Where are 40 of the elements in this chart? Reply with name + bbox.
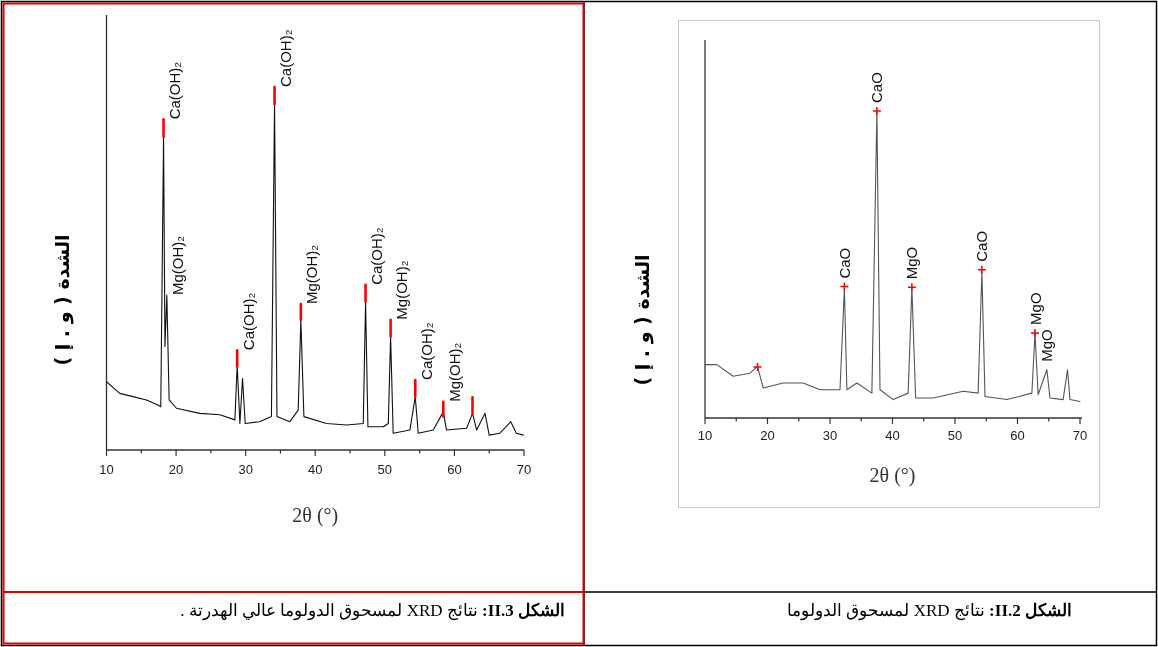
x-tick-label: 50 (947, 428, 963, 443)
point (907, 282, 917, 292)
annotation: Mg(OH)₂ (169, 235, 187, 295)
annotation: Ca(OH)₂ (166, 61, 184, 120)
annotation: MgO (903, 246, 921, 280)
x-tick-label: 20 (168, 462, 184, 477)
point (872, 106, 882, 116)
x-tick-label: 30 (822, 428, 838, 443)
x-tick-label: 50 (377, 462, 393, 477)
x-tick-label: 40 (308, 462, 323, 477)
y-axis-title: الشدة ( و . إ ) (51, 234, 74, 366)
x-tick-label: 30 (238, 462, 253, 477)
point (1030, 328, 1040, 338)
x-tick-label: 70 (516, 462, 532, 477)
point (752, 362, 763, 372)
annotation: CaO (835, 247, 853, 279)
annotation: Ca(OH)₂ (277, 29, 295, 87)
x-tick-label: 60 (1010, 428, 1025, 443)
y-axis-title: الشدة ( و . إ ) (631, 254, 654, 386)
annotation: Mg(OH)₂ (303, 244, 321, 305)
annotation: Mg(OH)₂ (445, 342, 463, 402)
point (977, 264, 987, 275)
x-axis-title: 2θ (°) (869, 464, 916, 487)
annotation: Ca(OH)₂ (417, 322, 435, 380)
x-tick-label: 20 (760, 428, 775, 443)
x-tick-label: 10 (697, 428, 713, 443)
x-tick-label: 60 (447, 462, 462, 477)
text: الشكل 2.II: نتائج XRD لمسحوق الدولوما (787, 600, 1072, 621)
annotation: MgO (1038, 329, 1056, 362)
x-tick-label: 40 (885, 428, 900, 443)
annotation: Ca(OH)₂ (239, 292, 257, 351)
annotation: MgO (1026, 292, 1044, 325)
annotation: Mg(OH)₂ (393, 260, 411, 320)
annotation: CaO (868, 72, 886, 103)
x-tick-label: 10 (99, 462, 114, 477)
annotation: CaO (973, 230, 991, 262)
text: الشكل 3.II: نتائج XRD لمسحوق الدولوما عالي الهدرتة . (180, 600, 565, 621)
annotation: Ca(OH)₂ (368, 227, 386, 285)
x-tick-label: 70 (1072, 428, 1088, 443)
x-axis-title: 2θ (°) (292, 504, 339, 527)
